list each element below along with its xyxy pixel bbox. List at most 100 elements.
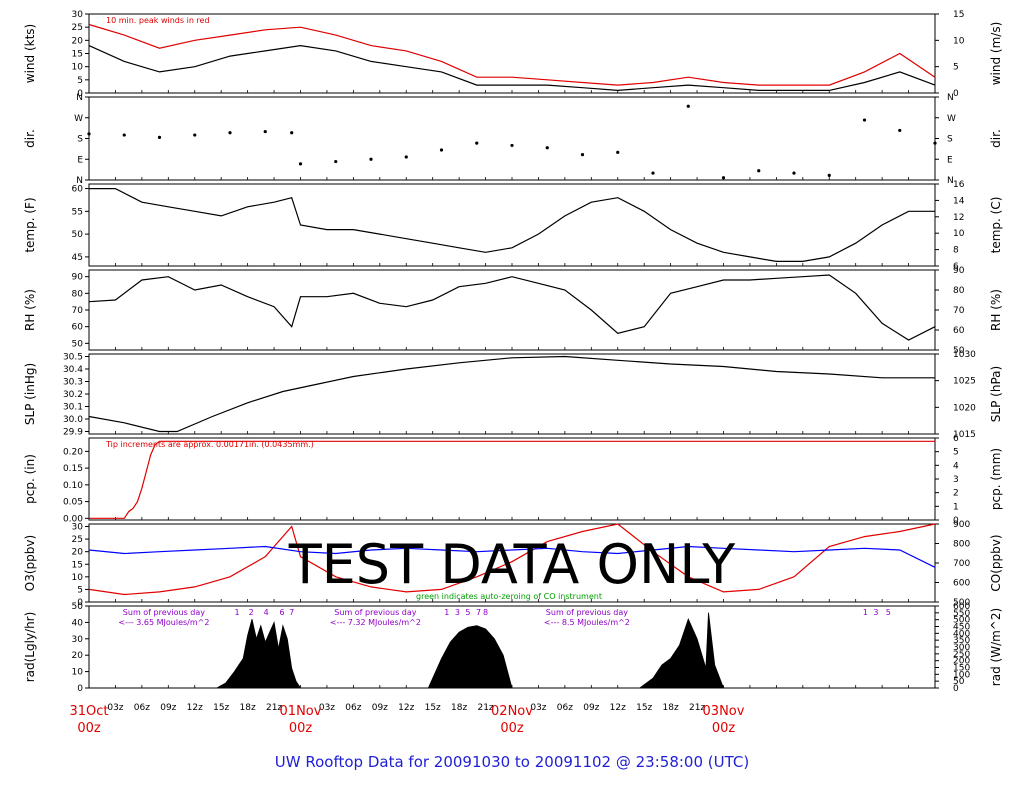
dir-point <box>475 141 479 145</box>
rad-marker-number: 3 <box>455 608 460 617</box>
temp-ytick2-label: 8 <box>953 246 959 256</box>
pcp-ytick-label: 0.10 <box>63 481 83 491</box>
wind-ytick-label: 0 <box>77 89 83 99</box>
rh-ytick2-label: 80 <box>953 286 965 296</box>
rh-series-0 <box>88 274 936 341</box>
rad-sum-value: <--- 8.5 MJoules/m^2 <box>544 618 630 627</box>
slp-ylabel: SLP (inHg) <box>23 363 37 425</box>
dir-point <box>298 162 303 166</box>
dir-frame <box>88 96 936 181</box>
dir-point <box>369 157 373 161</box>
rad-ytick2-label: 250 <box>953 650 970 660</box>
rad-marker-number: 7 <box>289 608 294 617</box>
o3co-ylabel: O3(ppbv) <box>23 535 37 591</box>
rad-sum-value: <--- 7.32 MJoules/m^2 <box>330 618 421 627</box>
wind-series-1 <box>88 23 936 86</box>
slp-frame <box>88 353 936 435</box>
dir-point <box>651 171 655 175</box>
temp-series-0 <box>89 188 935 262</box>
temp-frame <box>88 183 936 267</box>
dir-point <box>228 131 232 135</box>
rad-ytick-label: 20 <box>72 651 84 661</box>
pcp-series-0 <box>89 440 935 519</box>
dir-point <box>616 150 620 154</box>
temp-ytick-label: 45 <box>72 253 83 263</box>
rad-ytick2-label: 350 <box>953 636 970 646</box>
hour-tick-label: 12z <box>398 703 414 713</box>
dir-point <box>510 143 514 148</box>
dir-ytick2-label: N <box>947 93 954 103</box>
rh-ytick-label: 60 <box>72 323 84 333</box>
dir-point <box>580 153 585 157</box>
rad-marker-number: 1 <box>444 608 449 617</box>
rad-ytick-label: 40 <box>72 618 84 628</box>
o3co-ytick2-label: 500 <box>953 598 970 608</box>
dir-ylabel2: dir. <box>989 129 1003 148</box>
temp-ylabel: temp. (F) <box>23 197 37 252</box>
dir-point <box>933 141 937 145</box>
o3co-ytick-label: 30 <box>72 523 84 533</box>
dir-point <box>898 128 902 133</box>
dir-ytick2-label: S <box>947 135 953 145</box>
rh-ytick-label: 90 <box>72 273 84 283</box>
o3co-series-1 <box>88 545 936 568</box>
dir-ytick-label: N <box>76 93 83 103</box>
wind-series-0 <box>88 44 936 92</box>
temp-ytick2-label: 10 <box>953 229 965 239</box>
pcp-ylabel2: pcp. (mm) <box>989 448 1003 510</box>
hour-tick-label: 12z <box>187 703 203 713</box>
pcp-ytick-label: 0.20 <box>63 447 83 457</box>
rad-sum-label: Sum of previous day <box>123 608 205 617</box>
o3co-annotation: green indicates auto-zeroing of CO instr… <box>416 592 602 601</box>
wind-ytick2-label: 15 <box>953 10 964 20</box>
slp-ytick2-label: 1015 <box>953 430 976 440</box>
hour-tick-label: 06z <box>345 703 361 713</box>
day-label: 01Nov <box>280 704 322 719</box>
hour-tick-label: 18z <box>451 703 467 713</box>
hour-tick-label: 18z <box>240 703 256 713</box>
pcp-ytick-label: 0.15 <box>63 464 83 474</box>
o3co-ytick-label: 25 <box>72 535 83 545</box>
rad-ytick2-label: 500 <box>953 616 970 626</box>
wind-ylabel: wind (kts) <box>23 24 37 83</box>
watermark-text: TEST DATA ONLY <box>288 533 737 596</box>
temp-ytick-label: 60 <box>72 185 84 195</box>
o3co-ytick-label: 5 <box>77 585 83 595</box>
hour-tick-label: 09z <box>583 703 599 713</box>
panel-rh: 50 60 70 80 90 50 60 70 80 90 RH (%) RH (%) <box>23 266 1003 356</box>
hour-tick-label: 03z <box>107 703 123 713</box>
wind-ytick-label: 15 <box>72 50 83 60</box>
hour-tick-label: 12z <box>610 703 626 713</box>
pcp-ytick-label: 0.05 <box>63 498 83 508</box>
panel-rad: 0102030405005010015020025030035040045050… <box>23 602 1003 694</box>
dir-ytick-label: N <box>76 176 83 186</box>
slp-ytick-label: 30.5 <box>63 353 83 363</box>
o3co-ytick2-label: 600 <box>953 579 970 589</box>
rad-sum-value: <--- 3.65 MJoules/m^2 <box>118 618 209 627</box>
rad-sum-label: Sum of previous day <box>334 608 416 617</box>
wind-ytick2-label: 0 <box>953 89 959 99</box>
pcp-annotation: Tip increments are approx. 0.00171in. (0… <box>105 440 314 449</box>
hour-tick-label: 03z <box>530 703 546 713</box>
pcp-ytick2-label: 6 <box>953 434 959 444</box>
slp-ytick-label: 30.4 <box>63 365 83 375</box>
rad-ytick-label: 0 <box>77 684 83 694</box>
time-axis: 03z 06z 09z 12z 15z 18z 21z 03z 06z 09z 12z 15z 18z 2… <box>69 703 744 736</box>
o3co-ytick2-label: 700 <box>953 559 970 569</box>
pcp-ytick2-label: 0 <box>953 516 959 526</box>
o3co-ytick-label: 0 <box>77 598 83 608</box>
rh-ytick2-label: 90 <box>953 266 965 276</box>
wind-ytick-label: 30 <box>72 10 84 20</box>
rad-ytick2-label: 450 <box>953 623 970 633</box>
rad-ytick2-label: 50 <box>953 677 965 687</box>
dir-ylabel: dir. <box>23 129 37 148</box>
pcp-ytick-label: 0.00 <box>63 514 83 524</box>
dir-point <box>290 131 294 135</box>
rh-ytick2-label: 70 <box>953 306 965 316</box>
slp-ytick-label: 29.9 <box>63 428 83 438</box>
rad-ytick-label: 30 <box>72 635 84 645</box>
hour-tick-label: 06z <box>557 703 573 713</box>
pcp-ylabel: pcp. (in) <box>23 454 37 504</box>
